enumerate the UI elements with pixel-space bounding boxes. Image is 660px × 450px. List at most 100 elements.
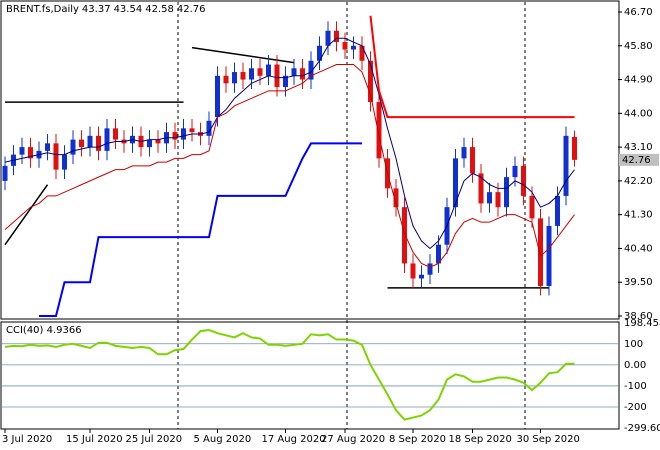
candle-body (317, 45, 322, 61)
candle-body (257, 68, 263, 76)
candle-body (96, 135, 101, 151)
candle-body (521, 165, 526, 196)
main-panel (0, 0, 620, 320)
candle-body (266, 64, 271, 76)
candle-body (215, 75, 220, 118)
candle-body (70, 139, 76, 155)
x-tick-label: 15 Jul 2020 (66, 434, 123, 445)
chart-header: BRENT.fs,Daily 43.37 43.54 42.58 42.76 (6, 4, 208, 15)
x-tick-label: 8 Sep 2020 (389, 434, 446, 445)
candle-body (45, 143, 50, 151)
y-tick-label: 39.50 (624, 277, 653, 288)
y-tick-label: -200 (624, 402, 647, 413)
candle-body (351, 45, 356, 50)
y-tick-label: 44.00 (624, 108, 653, 119)
trend-line (4, 184, 49, 246)
candle-body (504, 177, 509, 208)
candle-body (291, 68, 297, 76)
indicator-line (4, 64, 575, 268)
candle-body (470, 147, 475, 174)
candle-body (563, 135, 569, 196)
indicator-line (369, 15, 575, 119)
candle-body (53, 143, 59, 170)
y-tick-label: 0.00 (624, 360, 646, 371)
candle-body (274, 64, 280, 88)
chart-title: BRENT.fs,Daily (6, 4, 79, 15)
candle-body (427, 263, 433, 275)
indicator-header: CCI(40) 4.9366 (6, 325, 82, 336)
y-tick-label: -299.603 (624, 423, 660, 434)
candle-body (155, 139, 161, 144)
candle-body (181, 128, 186, 140)
low-value: 42.58 (145, 4, 174, 15)
close-value: 42.76 (176, 4, 206, 15)
candle-body (325, 30, 331, 46)
cci-line (4, 329, 575, 421)
y-tick-label: 41.30 (624, 210, 653, 221)
candle-body (172, 132, 178, 140)
indicator-line (4, 37, 575, 250)
candle-body (419, 274, 424, 279)
candle-body (342, 42, 348, 50)
indicator-title: CCI(40) (6, 325, 44, 336)
cci-panel (0, 321, 620, 430)
candle-body (359, 45, 365, 61)
y-tick-label: 45.80 (624, 41, 653, 52)
candle-body (334, 30, 339, 43)
y-tick-label: 46.70 (624, 7, 653, 18)
candle-body (529, 195, 535, 219)
candle-body (28, 147, 33, 159)
candle-body (538, 218, 543, 286)
candle-body (368, 60, 373, 103)
y-tick-label: 198.4581 (624, 318, 660, 329)
candle-body (62, 154, 67, 170)
candle-body (87, 135, 93, 148)
y-tick-label: 43.10 (624, 142, 653, 153)
x-tick-label: 25 Jul 2020 (126, 434, 183, 445)
candle-body (104, 128, 110, 151)
candle-body (223, 75, 229, 84)
candle-body (393, 188, 399, 208)
price-tag (619, 153, 659, 166)
candle-body (453, 158, 458, 208)
candle-body (19, 147, 25, 155)
candle-body (512, 165, 518, 178)
candle-body (461, 147, 467, 159)
candle-body (555, 195, 560, 226)
candle-body (487, 192, 492, 204)
x-tick-label: 30 Sep 2020 (517, 434, 580, 445)
candle-body (376, 102, 382, 159)
candle-body (402, 207, 407, 264)
x-tick-label: 27 Aug 2020 (321, 434, 385, 445)
candle-body (572, 136, 577, 160)
candle-body (410, 263, 416, 279)
x-tick-label: 18 Sep 2020 (449, 434, 512, 445)
candle-body (436, 244, 441, 264)
candle-body (308, 60, 314, 80)
candle-body (478, 173, 484, 204)
candle-body (300, 68, 305, 80)
x-tick-label: 5 Aug 2020 (194, 434, 252, 445)
candle-body (206, 120, 212, 136)
candle-body (113, 128, 118, 140)
candle-body (546, 225, 552, 286)
candle-body (189, 128, 195, 133)
y-tick-label: 38.60 (624, 311, 653, 322)
candle-body (232, 72, 237, 84)
candle-body (79, 139, 84, 148)
y-tick-label: 42.20 (624, 176, 653, 187)
x-tick-label: 17 Aug 2020 (262, 434, 326, 445)
open-value: 43.37 (81, 4, 111, 15)
indicator-value: 4.9366 (46, 325, 82, 336)
indicator-line (39, 142, 362, 317)
x-tick-label: 3 Jul 2020 (2, 434, 52, 445)
high-value: 43.54 (113, 4, 143, 15)
y-tick-label: 100 (624, 339, 643, 350)
candle-body (283, 75, 288, 88)
y-tick-label: -100 (624, 381, 647, 392)
price-tag-label: 42.76 (622, 155, 651, 166)
candle-body (249, 68, 254, 80)
y-tick-label: 40.40 (624, 243, 653, 254)
